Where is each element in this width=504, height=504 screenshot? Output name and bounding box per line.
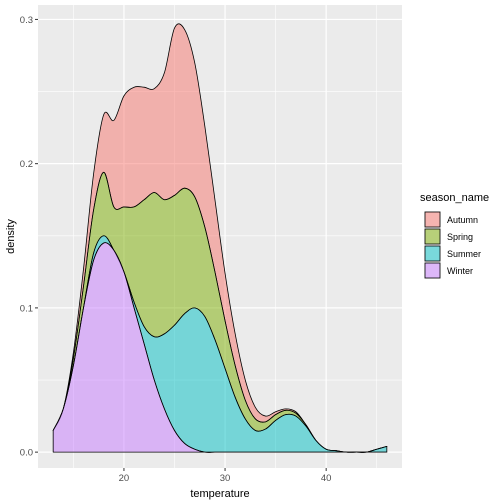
y-tick-label: 0.3	[20, 15, 33, 26]
legend-item-autumn: Autumn	[424, 211, 478, 228]
x-tick-label: 40	[321, 473, 332, 484]
legend: season_name Autumn Spring Summer Winter	[420, 192, 489, 279]
density-area-winter	[52, 242, 388, 453]
legend-label: Summer	[447, 249, 481, 259]
legend-item-winter: Winter	[424, 262, 473, 279]
legend-swatch	[424, 245, 441, 262]
density-areas	[52, 23, 388, 453]
axes: 20 30 40 0.0 0.1 0.2 0.3	[20, 15, 332, 484]
legend-item-spring: Spring	[424, 228, 473, 245]
legend-label: Spring	[447, 232, 473, 242]
y-tick-label: 0.1	[20, 303, 33, 314]
y-axis-title: density	[5, 219, 17, 254]
legend-label: Winter	[447, 266, 473, 276]
x-axis-title: temperature	[190, 488, 249, 500]
x-tick-label: 30	[220, 473, 231, 484]
y-tick-label: 0.0	[20, 448, 33, 459]
legend-swatch	[424, 211, 441, 228]
x-tick-label: 20	[119, 473, 130, 484]
legend-item-summer: Summer	[424, 245, 481, 262]
legend-swatch	[424, 262, 441, 279]
legend-title: season_name	[420, 192, 489, 204]
legend-swatch	[424, 228, 441, 245]
y-tick-label: 0.2	[20, 159, 33, 170]
legend-label: Autumn	[447, 215, 478, 225]
